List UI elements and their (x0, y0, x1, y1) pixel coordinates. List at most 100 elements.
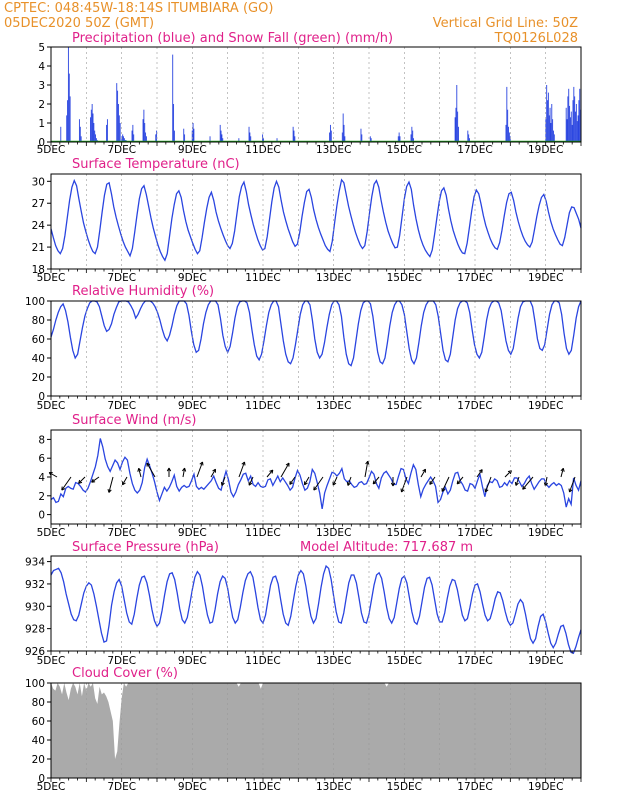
wind-arrow (484, 476, 492, 493)
precip-bar (574, 96, 576, 142)
precip-bar (67, 100, 69, 142)
precip-bar (262, 134, 264, 142)
precip-bar (566, 119, 568, 142)
precip-bar (118, 115, 120, 142)
precip-bar (184, 134, 186, 142)
precip-y-tick-label: 5 (38, 42, 45, 54)
wind-y-tick-label: 4 (38, 472, 45, 484)
precip-bar (553, 130, 554, 142)
precip-bar (330, 130, 332, 142)
pres-line (50, 564, 582, 655)
precip-bar (292, 126, 294, 142)
rh-x-tick-label: 19DEC (528, 400, 563, 412)
temp-x-tick-label: 19DEC (528, 272, 563, 284)
precip-bar (469, 138, 470, 142)
wind-arrow (248, 476, 254, 486)
precip-bar (122, 134, 124, 142)
wind-arrow (429, 476, 436, 485)
precip-bar (343, 124, 345, 142)
temp-panel: Surface Temperature (nC) 18 21 24 27 30 5DEC 7D… (32, 157, 582, 284)
precip-bar (172, 54, 174, 142)
precip-bar (573, 86, 575, 142)
rh-x-tick-label: 13DEC (316, 400, 351, 412)
rh-y-tick-label: 40 (32, 353, 45, 365)
precip-bar (219, 124, 221, 142)
precip-y-tick-label: 0 (38, 137, 45, 149)
precip-bar (145, 136, 147, 142)
rh-y-tick-label: 100 (25, 296, 45, 308)
temp-x-tick-label: 15DEC (387, 272, 422, 284)
precip-bar (67, 47, 69, 142)
precip-bar (121, 136, 123, 142)
precip-bar (132, 124, 134, 142)
precip-bar (222, 138, 224, 142)
wind-arrow (289, 476, 296, 485)
wind-y-tick-label: 6 (38, 453, 45, 465)
precip-bar (94, 130, 96, 142)
precip-bar (457, 111, 459, 142)
rh-x-tick-label: 5DEC (37, 400, 66, 412)
rh-line (50, 300, 582, 367)
wind-arrow (266, 469, 274, 478)
precip-x-tick-label: 7DEC (107, 144, 136, 156)
precip-bar (249, 132, 251, 142)
cloud-y-tick-label: 80 (32, 697, 45, 709)
precip-bar (193, 128, 195, 142)
precip-bar (413, 138, 414, 142)
pres-y-tick-label: 928 (25, 624, 45, 636)
precip-bar (569, 117, 571, 142)
wind-arrow (146, 462, 156, 478)
precip-bar (143, 109, 145, 142)
rh-x-tick-label: 15DEC (387, 400, 422, 412)
header-location: CPTEC: 048:45W-18:14S ITUMBIARA (GO) (4, 1, 273, 16)
cloud-x-tick-label: 17DEC (457, 781, 492, 793)
precip-bar (508, 126, 509, 142)
precip-bar (92, 113, 94, 142)
precip-bar (565, 107, 567, 142)
precip-bar (507, 109, 509, 142)
temp-y-tick-label: 21 (32, 242, 45, 254)
precip-bar (220, 130, 222, 142)
wind-arrow (313, 476, 324, 491)
precip-bar (93, 123, 95, 142)
precip-bar (579, 88, 581, 142)
precip-bar (411, 126, 413, 142)
precip-bar (248, 126, 250, 142)
temp-line (50, 178, 582, 262)
precip-bar (578, 100, 580, 142)
precip-bar (69, 96, 71, 142)
pres-panel: Surface Pressure (hPa) Model Altitude: 71… (25, 540, 582, 667)
pres-x-tick-label: 11DEC (245, 655, 280, 667)
cloud-x-tick-label: 13DEC (316, 781, 351, 793)
precip-bar (90, 109, 92, 142)
precip-bar (294, 136, 296, 142)
wind-arrow (568, 476, 576, 493)
precip-bar (95, 134, 96, 142)
wind-x-tick-label: 9DEC (178, 527, 207, 539)
precip-x-tick-label: 17DEC (457, 144, 492, 156)
pres-y-tick-label: 926 (25, 646, 45, 658)
header-model: TQ0126L028 (494, 31, 578, 46)
precip-bar (508, 132, 510, 142)
precip-bar (329, 124, 331, 142)
precip-bar (572, 100, 574, 142)
precip-bar (548, 115, 550, 142)
precip-bar (155, 134, 157, 142)
precip-y-tick-label: 1 (38, 118, 45, 130)
precip-bar (106, 119, 108, 142)
precip-bar (456, 85, 458, 142)
chart-header: CPTEC: 048:45W-18:14S ITUMBIARA (GO) 05D… (4, 1, 578, 46)
precip-bar (191, 130, 193, 142)
precip-frame (50, 46, 582, 143)
wind-arrow (372, 476, 380, 485)
precip-bar (90, 117, 91, 142)
wind-arrow (280, 462, 290, 478)
precip-bar (458, 126, 459, 142)
precip-bar (505, 124, 507, 142)
precip-bar (553, 134, 555, 142)
pres-frame (50, 555, 582, 652)
wind-x-tick-label: 11DEC (245, 527, 280, 539)
precip-bar (221, 134, 223, 142)
precip-bar (250, 136, 252, 142)
precip-bar (467, 130, 469, 142)
